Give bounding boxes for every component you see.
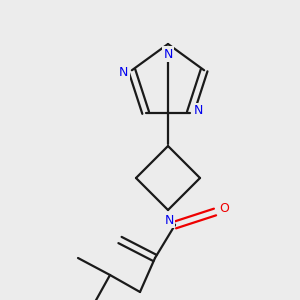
Text: N: N xyxy=(163,47,173,61)
Text: O: O xyxy=(219,202,229,215)
Text: N: N xyxy=(194,104,203,117)
Text: N: N xyxy=(119,66,128,79)
Text: N: N xyxy=(164,214,174,226)
